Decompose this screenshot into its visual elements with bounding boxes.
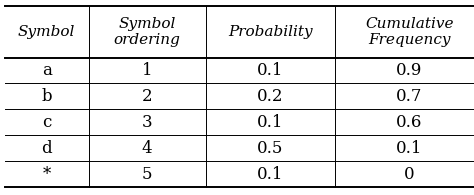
- Text: 5: 5: [142, 166, 153, 183]
- Text: 0.1: 0.1: [257, 62, 284, 79]
- Text: a: a: [42, 62, 52, 79]
- Text: b: b: [41, 88, 52, 105]
- Text: 0.5: 0.5: [257, 140, 283, 157]
- Text: 0.1: 0.1: [257, 166, 284, 183]
- Text: 0.1: 0.1: [257, 114, 284, 131]
- Text: Symbol
ordering: Symbol ordering: [114, 17, 181, 47]
- Text: 3: 3: [142, 114, 153, 131]
- Text: 0.9: 0.9: [396, 62, 422, 79]
- Text: 0: 0: [404, 166, 415, 183]
- Text: 0.7: 0.7: [396, 88, 422, 105]
- Text: 0.1: 0.1: [396, 140, 422, 157]
- Text: 4: 4: [142, 140, 153, 157]
- Text: 0.6: 0.6: [396, 114, 422, 131]
- Text: Symbol: Symbol: [18, 25, 75, 39]
- Text: 2: 2: [142, 88, 153, 105]
- Text: *: *: [43, 166, 51, 183]
- Text: Probability: Probability: [228, 25, 313, 39]
- Text: c: c: [42, 114, 51, 131]
- Text: 0.2: 0.2: [257, 88, 284, 105]
- Text: d: d: [41, 140, 52, 157]
- Text: 1: 1: [142, 62, 153, 79]
- Text: Cumulative
Frequency: Cumulative Frequency: [365, 17, 454, 47]
